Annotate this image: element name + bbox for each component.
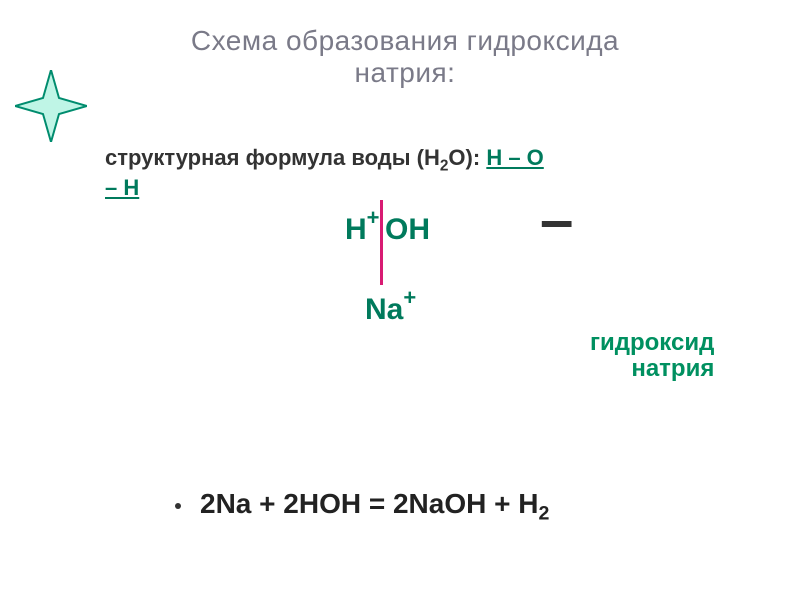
- title-line2: натрия:: [355, 57, 456, 88]
- equation-text: 2Na + 2HOH = 2NaOH + H: [200, 488, 538, 519]
- water-struct2: – Н: [105, 175, 139, 200]
- equation-bullet: [175, 503, 181, 509]
- h-ion-base: Н: [345, 213, 367, 246]
- equation-subscript: 2: [538, 503, 549, 525]
- reaction-equation: 2Na + 2HOH = 2NaOH + H2: [200, 488, 549, 526]
- slide-title: Схема образования гидроксида натрия:: [95, 25, 715, 89]
- label-line2: натрия: [631, 355, 714, 382]
- water-struct1: Н – О: [486, 145, 543, 170]
- na-ion-sign: +: [403, 285, 416, 310]
- big-minus-sign: –: [540, 185, 573, 254]
- oh-ion: ОН: [385, 215, 430, 245]
- water-mid: О):: [448, 145, 486, 170]
- na-plus-ion: Na+: [365, 295, 416, 325]
- oh-ion-base: ОН: [385, 213, 430, 246]
- title-line1: Схема образования гидроксида: [191, 25, 619, 56]
- na-ion-base: Na: [365, 293, 403, 326]
- water-structural-formula: структурная формула воды (Н2О): Н – О – …: [105, 145, 745, 201]
- big-minus-text: –: [540, 186, 573, 253]
- ion-separator-line: [380, 200, 383, 285]
- water-prefix: структурная формула воды (Н: [105, 145, 440, 170]
- label-line1: гидроксид: [590, 329, 714, 356]
- h-plus-ion: Н+: [345, 215, 380, 245]
- h-ion-sign: +: [367, 205, 380, 230]
- sodium-hydroxide-label: гидроксид натрия: [590, 330, 714, 383]
- decorative-star: [15, 70, 87, 147]
- star-shape: [15, 70, 87, 142]
